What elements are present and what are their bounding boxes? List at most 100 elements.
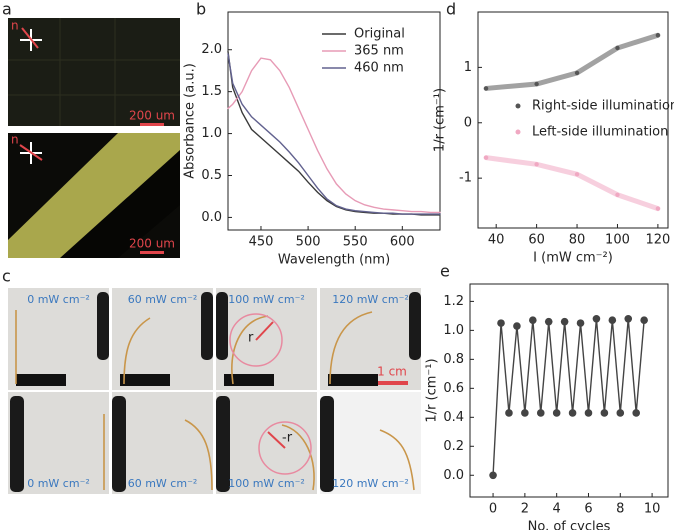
y-tick-label: 0.5 (201, 168, 222, 183)
fiber (379, 429, 415, 491)
x-tick-label: 80 (569, 233, 586, 248)
x-tick-label: 40 (488, 233, 505, 248)
data-point (568, 409, 577, 417)
series-line (227, 50, 441, 216)
y-tick-label: 1.0 (201, 126, 222, 141)
data-point (552, 409, 561, 417)
data-point (592, 314, 601, 323)
curvature-circle (258, 421, 312, 475)
x-axis-title: No. of cycles (528, 520, 611, 530)
holder (120, 374, 170, 386)
x-tick-label: 0 (489, 502, 497, 517)
y-tick-label: 2.0 (201, 42, 222, 57)
micrograph (8, 18, 180, 126)
x-tick-label: 550 (343, 235, 368, 250)
data-point (632, 409, 640, 417)
holder (328, 374, 378, 386)
y-tick-label: 0.0 (443, 468, 464, 483)
data-point (574, 172, 580, 177)
plot-frame (477, 11, 669, 229)
post (97, 292, 109, 360)
director-arrow (21, 27, 39, 49)
micrograph-film (8, 133, 180, 258)
legend-label: Left-side illumination (532, 125, 668, 140)
series-line (227, 53, 441, 215)
x-axis-title: I (mW cm⁻²) (533, 251, 613, 266)
power-label: 60 mW cm⁻² (128, 477, 198, 490)
chart: -1 0 1 40 60 80 100 120 I (mW cm⁻²) 1/r (cm⁻¹) Rig… (433, 11, 674, 266)
data-point (483, 155, 489, 160)
data-point (534, 81, 539, 87)
photo (320, 392, 421, 494)
y-tick-label: 0.0 (201, 210, 222, 225)
series-line (492, 318, 645, 476)
power-label: 0 mW cm⁻² (27, 293, 90, 306)
micrograph-texture (8, 18, 180, 126)
data-point (640, 316, 648, 325)
legend-label: 460 nm (354, 61, 404, 76)
radius-arrow (267, 431, 286, 449)
data-point (615, 192, 620, 197)
radius-label: -r (282, 431, 293, 446)
data-point (497, 319, 505, 327)
data-point (560, 317, 569, 326)
x-tick-label: 100 (605, 233, 630, 248)
y-tick-label: 0.4 (443, 410, 464, 425)
series-line (483, 155, 661, 212)
power-label: 100 mW cm⁻² (228, 293, 305, 306)
radius-arrow (255, 321, 274, 341)
data-point (616, 409, 625, 417)
y-tick-label: 0 (464, 115, 472, 130)
fiber (123, 317, 151, 385)
data-point (521, 409, 529, 417)
data-point (574, 70, 580, 76)
photo (216, 288, 317, 390)
scale-bar (378, 381, 408, 385)
data-point (534, 162, 539, 167)
post (112, 396, 126, 492)
photo-grid: 0 mW cm⁻² 60 mW cm⁻² 100 mW cm⁻² 120 mW cm⁻… (8, 288, 421, 494)
photo (8, 392, 109, 494)
data-point (513, 322, 521, 330)
power-label: 120 mW cm⁻² (332, 293, 409, 306)
photo (112, 392, 213, 494)
scale-bar-label: 200 um (129, 109, 175, 123)
power-label: 0 mW cm⁻² (27, 477, 90, 490)
x-tick-label: 6 (584, 502, 592, 517)
x-tick-label: 4 (553, 502, 561, 517)
x-axis-title: Wavelength (nm) (278, 253, 390, 268)
director-label: n (11, 133, 19, 147)
x-tick-label: 10 (644, 502, 661, 517)
chart: 0.0 0.2 0.4 0.6 0.8 1.0 1.2 0 2 4 6 8 10 No. of cycle… (425, 283, 669, 530)
y-tick-label: 1 (464, 60, 472, 75)
post (320, 396, 334, 492)
series-line (227, 57, 441, 214)
power-label: 60 mW cm⁻² (128, 293, 198, 306)
fiber (231, 315, 269, 385)
fiber (184, 419, 213, 491)
panel-label: e (440, 262, 450, 281)
scale-bar (140, 123, 164, 126)
director-arrow (19, 144, 43, 161)
y-axis-title: 1/r (cm⁻¹) (425, 358, 440, 422)
panel-label: d (446, 0, 456, 19)
scale-bar-label: 1 cm (377, 365, 407, 379)
holder (16, 374, 66, 386)
x-tick-label: 120 (645, 233, 670, 248)
legend-marker (515, 129, 521, 135)
y-tick-label: 1.5 (201, 84, 222, 99)
photo (320, 288, 421, 390)
director-label: n (11, 19, 19, 33)
x-tick-label: 60 (528, 233, 545, 248)
radius-label: r (248, 331, 254, 346)
y-tick-label: 1.2 (443, 294, 464, 309)
post (409, 292, 421, 360)
legend-label: 365 nm (354, 44, 404, 59)
data-point (584, 409, 593, 417)
plot-frame (469, 283, 669, 498)
photo (112, 288, 213, 390)
fiber (329, 311, 373, 385)
scale-bar (140, 251, 164, 254)
data-point (624, 314, 633, 323)
